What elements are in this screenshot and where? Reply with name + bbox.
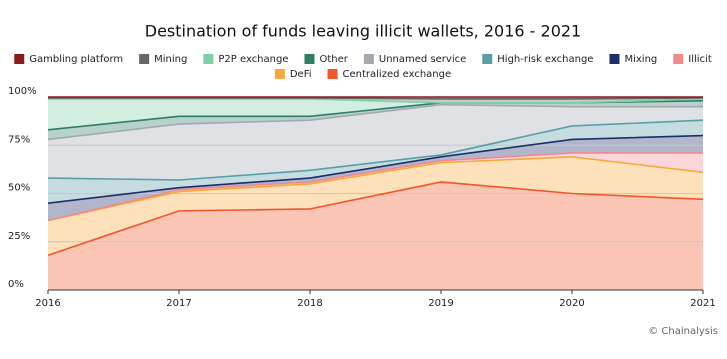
legend-swatch xyxy=(482,54,493,64)
legend-label: Centralized exchange xyxy=(343,69,452,80)
lines xyxy=(47,96,704,257)
x-tick-label: 2016 xyxy=(35,298,60,309)
area xyxy=(48,152,703,221)
y-tick-label: 75% xyxy=(8,134,30,145)
legend-label: DeFi xyxy=(290,69,312,80)
series-line xyxy=(47,134,704,204)
series-line xyxy=(47,152,703,222)
source-note: © Chainalysis xyxy=(648,326,718,337)
x-tick-label: 2018 xyxy=(297,298,322,309)
y-tick-label: 0% xyxy=(8,279,24,290)
series-line xyxy=(47,119,704,181)
legend-item: Mining xyxy=(139,54,187,65)
area xyxy=(48,156,703,256)
y-tick-label: 25% xyxy=(8,231,30,242)
legend-item: Centralized exchange xyxy=(327,69,452,80)
areas xyxy=(48,97,703,290)
series-line xyxy=(48,97,704,100)
legend-label: Mixing xyxy=(624,54,657,65)
chart-title: Destination of funds leaving illicit wal… xyxy=(145,22,581,41)
legend-item: Illicit xyxy=(673,54,712,65)
x-tick-label: 2017 xyxy=(166,298,191,309)
y-tick-label: 50% xyxy=(8,183,30,194)
legend-label: High-risk exchange xyxy=(497,54,593,65)
y-tick-label: 100% xyxy=(8,86,37,97)
area xyxy=(48,100,703,140)
legend-swatch xyxy=(14,54,25,64)
area xyxy=(48,135,703,221)
series-line xyxy=(47,156,704,222)
legend-label: Other xyxy=(319,54,348,65)
area xyxy=(48,181,703,290)
legend-swatch xyxy=(363,54,374,64)
legend-swatch xyxy=(139,54,150,64)
legend-item: DeFi xyxy=(274,69,312,80)
legend-item: Mixing xyxy=(609,54,657,65)
area xyxy=(48,120,703,204)
legend-item: Other xyxy=(304,54,349,65)
legend-swatch xyxy=(673,54,684,64)
legend-item: Unnamed service xyxy=(363,54,466,65)
legend-swatch xyxy=(274,69,285,79)
legend-item: P2P exchange xyxy=(203,54,288,65)
legend-label: Gambling platform xyxy=(29,54,123,65)
series-line xyxy=(48,98,704,104)
legend-label: Mining xyxy=(154,54,187,65)
legend-item: High-risk exchange xyxy=(482,54,593,65)
legend-label: Illicit xyxy=(688,54,712,65)
legend-swatch xyxy=(327,69,338,79)
legend-swatch xyxy=(203,54,214,64)
series-line xyxy=(47,103,703,141)
series-line xyxy=(47,181,704,257)
x-tick-label: 2019 xyxy=(428,298,453,309)
legend-swatch xyxy=(609,54,620,64)
legend-swatch xyxy=(304,54,315,64)
legend-label: P2P exchange xyxy=(218,54,288,65)
x-tick-label: 2020 xyxy=(559,298,584,309)
area xyxy=(48,98,703,130)
legend-item: Gambling platform xyxy=(14,54,123,65)
x-tick-label: 2021 xyxy=(690,298,715,309)
legend-label: Unnamed service xyxy=(379,54,466,65)
